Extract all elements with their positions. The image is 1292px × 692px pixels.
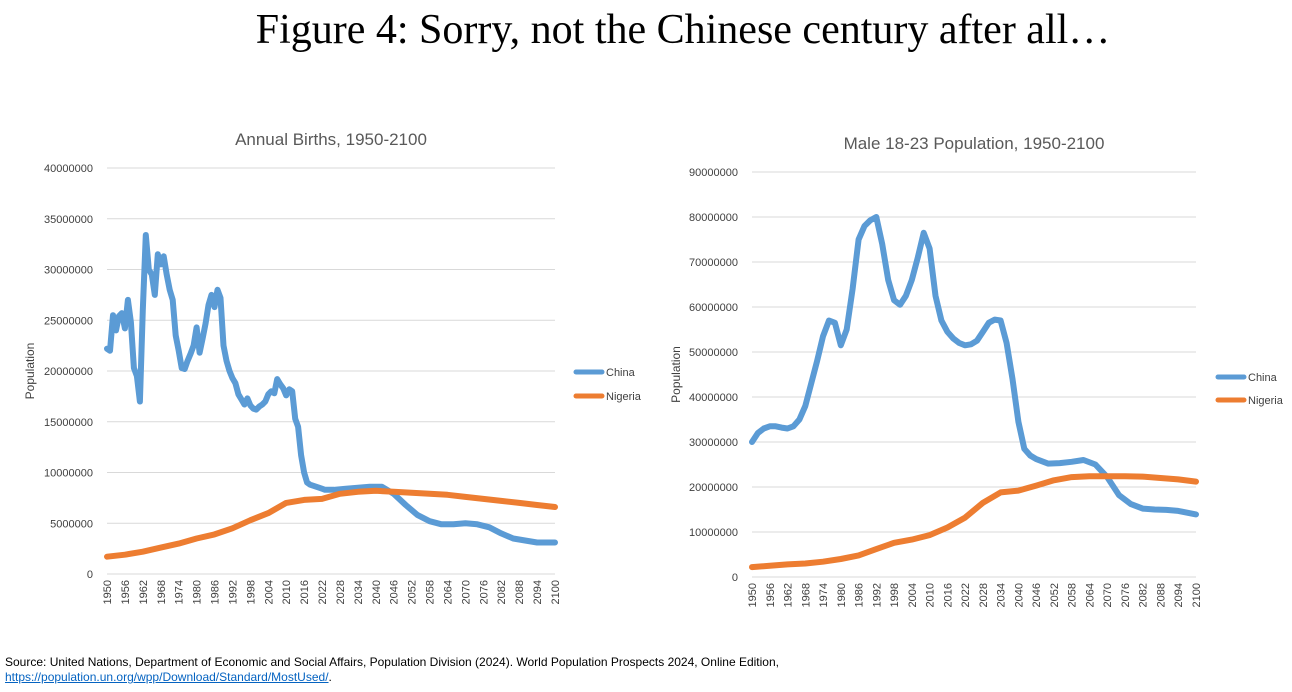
x-tick-label: 1980 [192,580,204,604]
x-tick-label: 2064 [442,580,454,604]
y-tick-label: 70000000 [689,257,738,269]
x-tick-label: 2022 [960,583,972,607]
x-tick-label: 2040 [371,580,383,604]
x-tick-label: 2010 [925,583,937,607]
x-tick-label: 2010 [281,580,293,604]
x-tick-label: 2094 [1173,583,1185,607]
x-tick-label: 1980 [836,583,848,607]
x-tick-label: 1950 [747,583,759,607]
x-tick-label: 1986 [210,580,222,604]
x-tick-label: 2100 [550,580,562,604]
x-tick-label: 2076 [1120,583,1132,607]
x-tick-label: 2088 [1155,583,1167,607]
y-axis-label: Population [23,343,37,400]
male-18-23-population-chart: Male 18-23 Population, 1950-2100 0 1000000… [669,134,1284,607]
x-tick-label: 1956 [765,583,777,607]
y-tick-label: 10000000 [689,527,738,539]
x-tick-label: 2076 [478,580,490,604]
source-trailing: . [328,670,332,684]
x-tick-label: 2028 [978,583,990,607]
y-tick-label: 0 [87,569,93,581]
x-tick-label: 2028 [335,580,347,604]
x-tick-label: 1974 [174,580,186,604]
legend-label-nigeria: Nigeria [1248,395,1284,407]
y-tick-label: 5000000 [50,518,93,530]
y-axis-label: Population [669,346,683,403]
x-tick-label: 2046 [389,580,401,604]
source-text: Source: United Nations, Department of Ec… [5,655,779,669]
x-tick-label: 2016 [942,583,954,607]
series-line-china [104,232,558,546]
x-tick-label: 1998 [889,583,901,607]
x-tick-label: 1956 [120,580,132,604]
legend-label-china: China [1248,372,1278,384]
y-tick-label: 15000000 [44,417,93,429]
y-tick-label: 80000000 [689,212,738,224]
x-tick-label: 2064 [1084,583,1096,607]
x-tick-label: 2046 [1031,583,1043,607]
x-tick-label: 1992 [871,583,883,607]
x-tick-label: 2052 [1049,583,1061,607]
x-tick-label: 2070 [1102,583,1114,607]
x-tick-label: 2004 [263,580,275,604]
figure-title: Figure 4: Sorry, not the Chinese century… [255,7,1111,53]
x-tick-label: 1962 [783,583,795,607]
y-tick-label: 60000000 [689,302,738,314]
series-line-nigeria [749,473,1199,571]
x-tick-label: 1962 [138,580,150,604]
y-tick-label: 10000000 [44,468,93,480]
x-tick-label: 2040 [1013,583,1025,607]
x-tick-label: 1998 [245,580,257,604]
x-tick-label: 2004 [907,583,919,607]
x-tick-label: 1968 [800,583,812,607]
legend-label-china: China [606,367,636,379]
x-tick-label: 1992 [227,580,239,604]
y-tick-label: 20000000 [44,366,93,378]
x-tick-label: 2058 [425,580,437,604]
x-tick-label: 2100 [1191,583,1203,607]
x-tick-label: 1968 [156,580,168,604]
source-link[interactable]: https://population.un.org/wpp/Download/S… [5,670,329,684]
x-tick-label: 2070 [460,580,472,604]
x-tick-label: 1974 [818,583,830,607]
chart-title: Male 18-23 Population, 1950-2100 [844,134,1105,153]
y-tick-label: 90000000 [689,167,738,179]
x-tick-label: 2088 [514,580,526,604]
y-tick-label: 35000000 [44,214,93,226]
x-tick-label: 1986 [854,583,866,607]
x-tick-label: 2094 [532,580,544,604]
y-tick-label: 30000000 [44,265,93,277]
x-tick-label: 2082 [496,580,508,604]
annual-births-chart: Annual Births, 1950-2100 0 5000000 10000000… [23,130,642,604]
series-line-nigeria [104,487,558,560]
x-tick-label: 2022 [317,580,329,604]
legend-label-nigeria: Nigeria [606,391,642,403]
y-tick-label: 30000000 [689,437,738,449]
y-tick-label: 50000000 [689,347,738,359]
x-tick-label: 2034 [353,580,365,604]
y-tick-label: 20000000 [689,482,738,494]
x-tick-label: 2082 [1138,583,1150,607]
x-tick-label: 2034 [996,583,1008,607]
source-note: Source: United Nations, Department of Ec… [5,655,779,685]
x-tick-label: 2016 [299,580,311,604]
chart-title: Annual Births, 1950-2100 [235,130,427,149]
x-tick-label: 1950 [102,580,114,604]
series-line-china [749,214,1199,518]
x-tick-label: 2058 [1067,583,1079,607]
y-tick-label: 0 [732,572,738,584]
y-tick-label: 25000000 [44,315,93,327]
x-tick-label: 2052 [407,580,419,604]
y-tick-label: 40000000 [689,392,738,404]
y-tick-label: 40000000 [44,163,93,175]
